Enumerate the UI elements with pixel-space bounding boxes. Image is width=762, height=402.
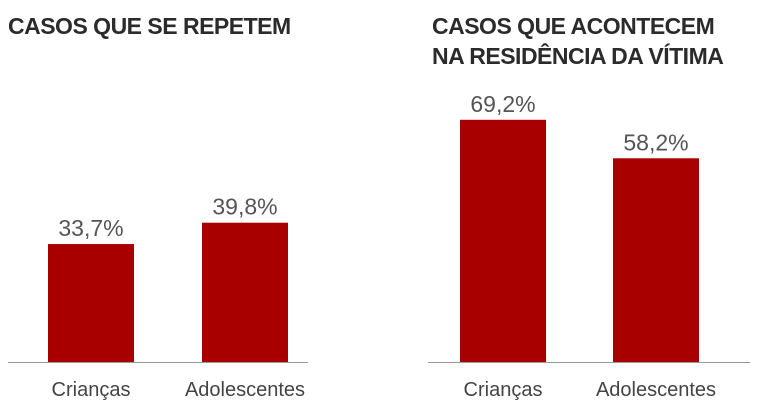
value-label: 69,2% (470, 91, 535, 117)
bar (613, 158, 699, 362)
category-label: Adolescentes (185, 379, 305, 401)
value-label: 33,7% (58, 215, 123, 241)
bar (48, 244, 134, 362)
chart-title: CASOS QUE SE REPETEM (8, 13, 291, 39)
chart-title: CASOS QUE ACONTECEM (432, 13, 714, 39)
category-label: Crianças (52, 379, 131, 401)
category-label: Adolescentes (596, 379, 716, 401)
chart-title: NA RESIDÊNCIA DA VÍTIMA (432, 42, 723, 69)
bar (202, 222, 288, 362)
category-label: Crianças (464, 379, 543, 401)
value-label: 39,8% (212, 194, 277, 220)
value-label: 58,2% (623, 129, 688, 155)
bar (460, 119, 546, 362)
